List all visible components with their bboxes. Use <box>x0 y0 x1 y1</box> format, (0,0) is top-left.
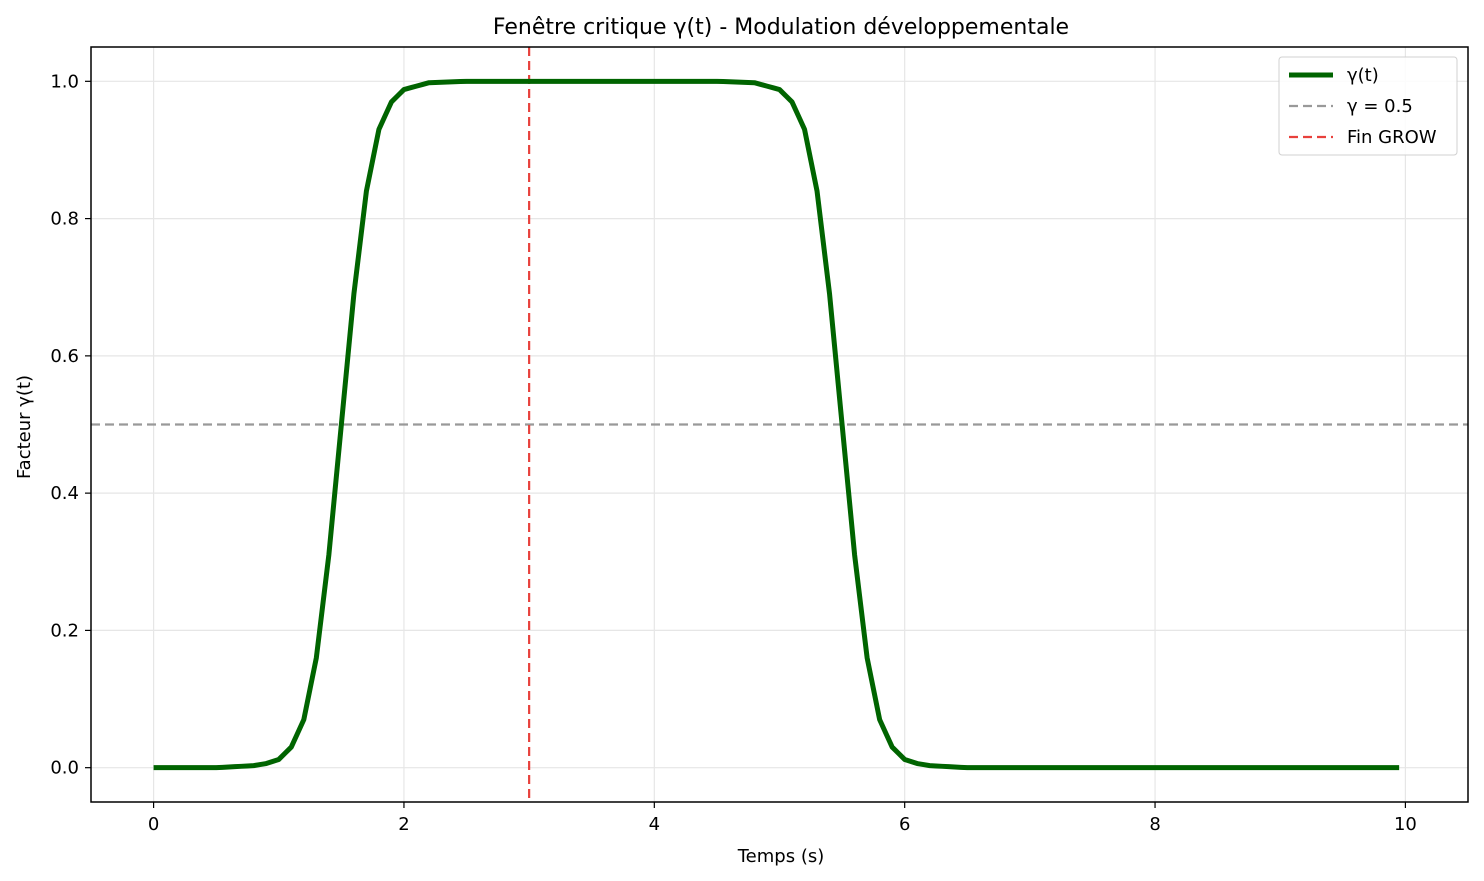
legend-label-half: γ = 0.5 <box>1347 96 1413 117</box>
legend-box <box>1278 56 1458 156</box>
ticks: 0 2 4 6 8 10 0.0 0.2 0.4 0.6 0.8 1.0 <box>50 71 1417 835</box>
x-tick-label: 10 <box>1394 814 1417 835</box>
legend-label-fin-grow: Fin GROW <box>1347 127 1437 148</box>
x-tick-label: 8 <box>1149 814 1160 835</box>
x-tick-label: 0 <box>148 814 159 835</box>
reference-lines <box>91 47 1468 802</box>
legend: γ(t) γ = 0.5 Fin GROW <box>1278 56 1458 156</box>
x-tick-label: 2 <box>398 814 409 835</box>
y-tick-label: 0.0 <box>50 758 79 779</box>
x-tick-label: 6 <box>899 814 910 835</box>
x-axis-label: Temps (s) <box>737 846 825 867</box>
y-tick-label: 0.4 <box>50 483 79 504</box>
plot-frame <box>90 46 1469 803</box>
y-tick-label: 0.6 <box>50 346 79 367</box>
legend-label-gamma: γ(t) <box>1347 65 1379 86</box>
chart-title: Fenêtre critique γ(t) - Modulation dével… <box>493 15 1069 40</box>
y-tick-label: 1.0 <box>50 71 79 92</box>
y-tick-label: 0.8 <box>50 209 79 230</box>
y-axis-label: Facteur γ(t) <box>14 375 35 479</box>
x-tick-label: 4 <box>649 814 660 835</box>
series <box>153 78 1400 771</box>
gamma-line <box>153 78 1400 771</box>
y-tick-label: 0.2 <box>50 620 79 641</box>
